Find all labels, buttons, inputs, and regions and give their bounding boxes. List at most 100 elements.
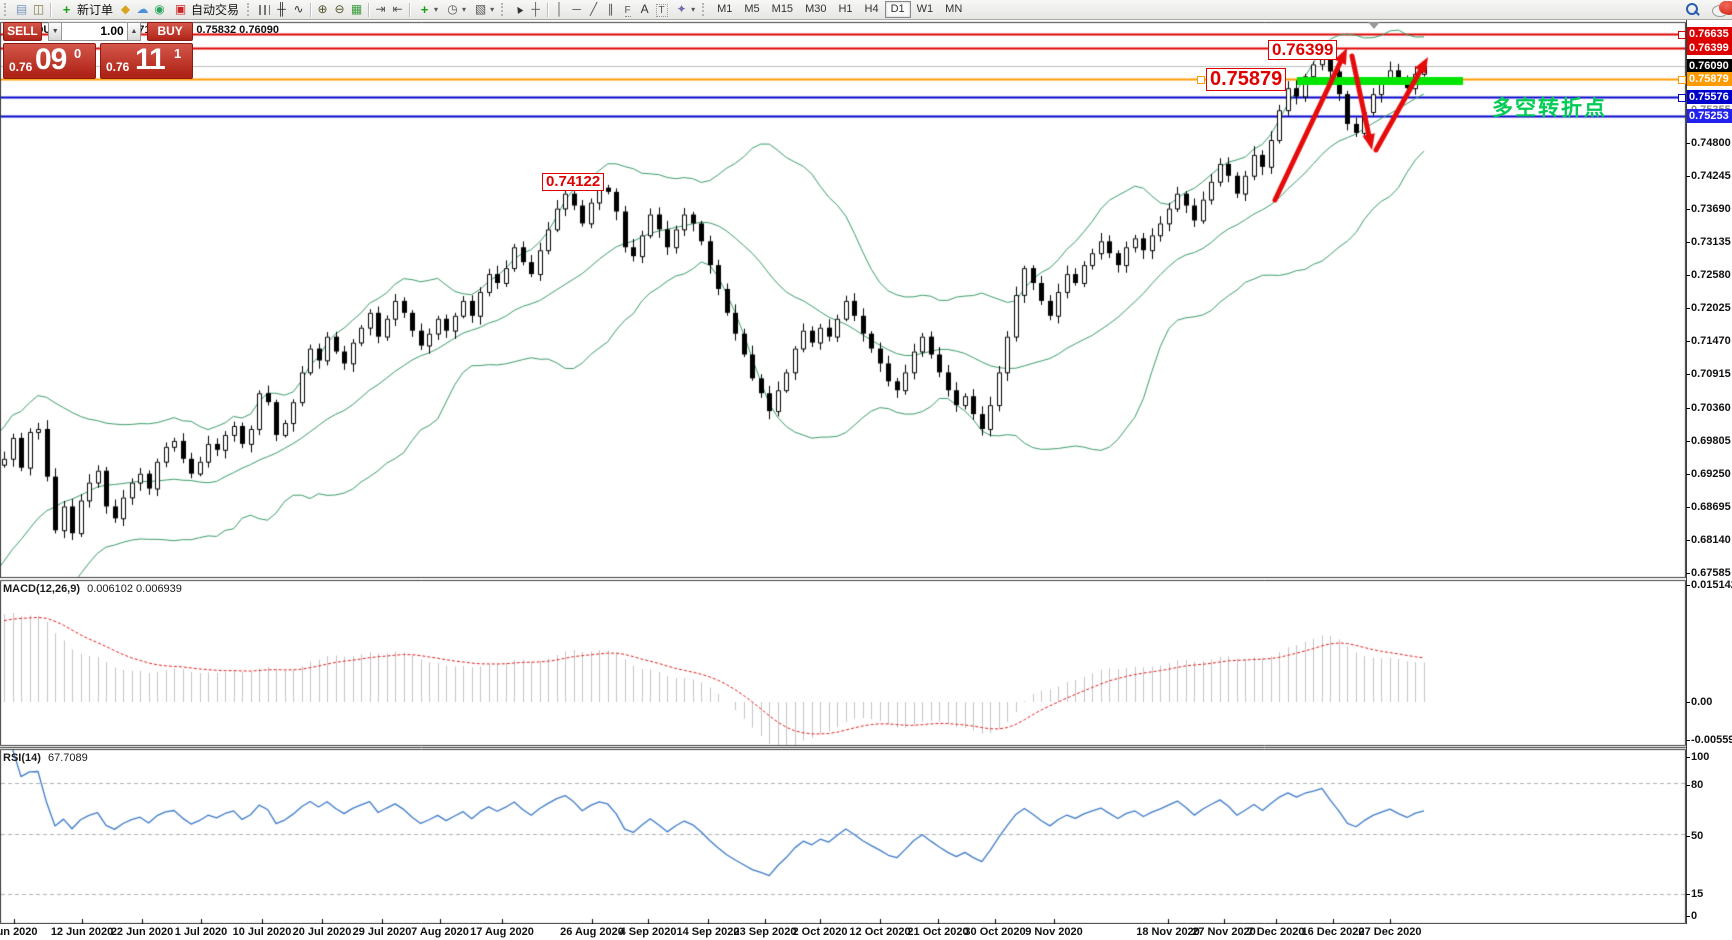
date-axis-label: 7 Dec 2020 (1247, 926, 1305, 938)
arrows-button[interactable]: ▾ (670, 2, 698, 18)
vertical-line-icon[interactable] (551, 2, 568, 18)
price-annotation-label[interactable]: 0.75879 (1206, 68, 1287, 91)
new-order-button[interactable]: 新订单 (54, 1, 117, 18)
rsi-label: RSI(14) 67.7089 (3, 752, 88, 764)
toolbar: 新订单 自动交易 ▾ ▾ ▾ (0, 0, 1732, 20)
toolbar-grip (247, 3, 253, 16)
buy-button[interactable]: BUY (147, 22, 193, 41)
macd-axis-tick: 0.00 (1686, 696, 1732, 708)
metaeditor-icon[interactable] (117, 2, 134, 18)
date-axis-label: 18 Nov 2020 (1136, 926, 1200, 938)
rsi-axis-tick: 80 (1686, 779, 1732, 791)
date-axis-label: 14 Sep 2020 (676, 926, 740, 938)
price-level-label: 0.76399 (1687, 40, 1732, 55)
bar-chart-icon[interactable] (259, 4, 271, 15)
toolbar-grip (501, 3, 507, 16)
price-axis-tick: 0.72580 (1686, 269, 1731, 282)
timeframe-button-m30[interactable]: M30 (805, 3, 827, 15)
trend-turning-point-note[interactable]: 多空转折点 (1492, 97, 1607, 120)
line-chart-icon[interactable] (290, 2, 307, 18)
text-icon[interactable] (636, 2, 653, 18)
macd-label: MACD(12,26,9) 0.006102 0.006939 (3, 583, 182, 595)
trendline-icon[interactable] (585, 2, 602, 18)
chart-shift-icon[interactable] (389, 2, 406, 18)
toolbar-separator (310, 2, 312, 17)
zoom-out-icon[interactable] (331, 2, 348, 18)
date-axis-label: 7 Aug 2020 (411, 926, 469, 938)
toolbar-separator (547, 2, 549, 17)
arrows-icon (673, 2, 690, 18)
line-handle[interactable] (1197, 75, 1205, 84)
timeframe-button-d1[interactable]: D1 (884, 1, 911, 18)
one-click-trading-panel: SELL ▼ 1.00 ▲ BUY 0.76 09 0 0.76 11 1 (3, 22, 193, 79)
date-axis-label: 21 Oct 2020 (907, 926, 969, 938)
autotrading-button[interactable]: 自动交易 (168, 1, 243, 18)
new-order-icon (58, 2, 75, 18)
price-axis-tick: 0.69250 (1686, 467, 1731, 480)
timeframe-button-m15[interactable]: M15 (771, 3, 794, 15)
timeframe-button-w1[interactable]: W1 (916, 3, 934, 15)
sell-button[interactable]: SELL (3, 22, 42, 41)
tile-windows-icon[interactable] (348, 2, 365, 18)
new-chart-icon[interactable] (13, 2, 30, 18)
price-annotation-label[interactable]: 0.76399 (1268, 40, 1338, 60)
fibonacci-icon[interactable] (619, 2, 636, 18)
community-icon[interactable] (134, 2, 151, 18)
text-label-icon[interactable] (653, 2, 670, 18)
buy-price-box[interactable]: 0.76 11 1 (100, 43, 193, 79)
price-axis-tick: 0.69805 (1686, 434, 1731, 447)
price-axis-tick: 0.67585 (1686, 566, 1731, 579)
lot-size-input[interactable]: 1.00 (62, 22, 127, 41)
timeframe-button-mn[interactable]: MN (945, 3, 963, 15)
new-order-label: 新订单 (77, 3, 114, 17)
price-level-label: 0.76090 (1687, 59, 1732, 74)
rsi-axis-tick: 15 (1686, 888, 1732, 900)
price-axis-tick: 0.74800 (1686, 137, 1731, 149)
date-axis-label: 22 Jun 2020 (110, 926, 174, 938)
line-handle[interactable] (1678, 93, 1686, 102)
timeframe-button-m1[interactable]: M1 (717, 3, 733, 15)
toolbar-grip (4, 3, 10, 16)
price-axis-tick: 0.70915 (1686, 368, 1731, 381)
search-icon[interactable] (1684, 1, 1702, 18)
chart-shift-marker[interactable] (1368, 22, 1380, 29)
template-icon (472, 2, 489, 18)
price-axis-tick: 0.72025 (1686, 302, 1731, 315)
equidistant-channel-icon[interactable] (602, 2, 619, 18)
cursor-icon[interactable] (510, 2, 527, 18)
price-annotation-label[interactable]: 0.74122 (542, 173, 605, 191)
price-level-label: 0.76635 (1687, 26, 1732, 41)
timeframe-button-h1[interactable]: H1 (838, 3, 853, 15)
date-axis-label: 10 Jul 2020 (232, 926, 292, 938)
lot-decrease-button[interactable]: ▼ (47, 22, 63, 41)
lot-increase-button[interactable]: ▲ (126, 22, 142, 41)
crosshair-icon[interactable] (527, 2, 544, 18)
rsi-axis-tick: 0 (1686, 910, 1732, 922)
indicators-button[interactable]: ▾ (413, 2, 441, 18)
chevron-down-icon: ▾ (490, 5, 495, 14)
signals-icon[interactable] (151, 2, 168, 18)
templates-button[interactable]: ▾ (469, 2, 497, 18)
date-axis-label: 12 Oct 2020 (849, 926, 911, 938)
timeframe-button-h4[interactable]: H4 (864, 3, 879, 15)
date-axis-label: 9 Nov 2020 (1025, 926, 1083, 938)
profiles-icon[interactable] (30, 2, 47, 18)
date-axis-label: 2 Oct 2020 (792, 926, 848, 938)
sell-price-box[interactable]: 0.76 09 0 (3, 43, 96, 79)
auto-scroll-icon[interactable] (372, 2, 389, 18)
timeframe-button-m5[interactable]: M5 (744, 3, 760, 15)
macd-axis-tick: 0.015142 (1686, 579, 1732, 591)
indicators-icon (416, 2, 433, 18)
corner-notification-icon (1722, 1, 1732, 15)
periods-button[interactable]: ▾ (441, 2, 469, 18)
price-level-label: 0.75253 (1687, 109, 1732, 123)
horizontal-line-icon[interactable] (568, 2, 585, 18)
date-axis-label: 20 Jul 2020 (292, 926, 352, 938)
zoom-in-icon[interactable] (314, 2, 331, 18)
line-handle[interactable] (1678, 30, 1686, 39)
price-axis-tick: 0.68695 (1686, 500, 1731, 513)
chart-window: ▲ AUDUSD-,Daily 0.75871 0.76238 0.75832 … (0, 20, 1732, 940)
line-handle[interactable] (1678, 75, 1686, 84)
price-chart-canvas[interactable] (0, 20, 1686, 924)
candlestick-chart-icon[interactable] (273, 2, 290, 18)
